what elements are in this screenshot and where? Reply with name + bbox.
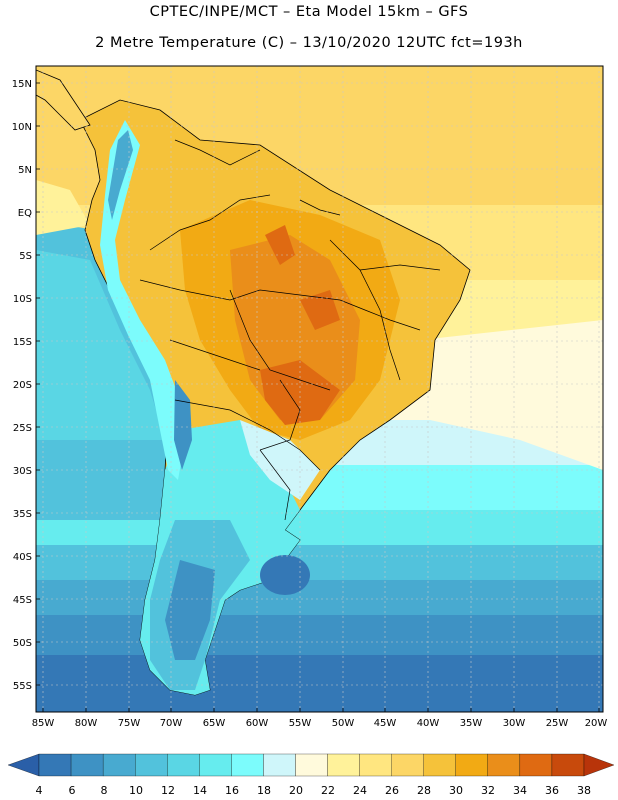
central-america-landmass [36,69,91,131]
scale-cell [327,753,360,777]
scale-label: 24 [353,784,367,797]
scale-arrow-low [7,753,40,777]
lat-label: 20S [13,380,32,391]
lon-label: 25W [546,718,569,729]
scale-label: 36 [545,784,559,797]
country-borders [139,139,441,521]
scale-cell [391,753,424,777]
scale-label: 30 [449,784,463,797]
scale-label: 32 [481,784,495,797]
scale-label: 20 [289,784,303,797]
scale-label: 18 [257,784,271,797]
lon-label: 60W [246,718,269,729]
lon-label: 80W [75,718,98,729]
lon-label: 75W [118,718,141,729]
scale-cell [102,753,136,777]
lon-label: 20W [585,718,608,729]
pacific-equatorial-warm [36,180,90,235]
color-scale: 4 6 8 10 12 14 16 18 20 22 24 26 28 30 3… [7,753,615,797]
lon-label: 50W [332,718,355,729]
lat-label: 5S [19,251,32,262]
scale-label: 14 [193,784,207,797]
andes-north-peaks [108,130,133,220]
scale-label: 22 [321,784,335,797]
lon-label: 55W [289,718,312,729]
scale-cell [487,753,521,777]
lat-label: 10S [13,294,32,305]
scale-label: 34 [513,784,527,797]
lat-label: 35S [13,509,32,520]
ocean-band-12-14 [36,545,603,585]
lon-label: 65W [203,718,226,729]
scale-label: 4 [36,784,43,797]
scale-cell [70,753,104,777]
lat-label: 30S [13,466,32,477]
scale-cell [551,753,585,777]
scale-label: 16 [225,784,239,797]
lat-label: 15S [13,337,32,348]
scale-label: 38 [577,784,591,797]
chart-title-line-1: CPTEC/INPE/MCT – Eta Model 15km – GFS [149,4,469,20]
scale-cell [135,753,168,777]
lon-label: 70W [160,718,183,729]
scale-label: 28 [417,784,431,797]
scale-cell [167,753,200,777]
patagonia-coldest-region [165,560,215,660]
lat-label: 15N [12,79,32,90]
scale-cell [423,753,456,777]
lon-label: 45W [374,718,397,729]
lat-label: 10N [12,122,32,133]
chart-title-line-2: 2 Metre Temperature (C) – 13/10/2020 12U… [95,35,523,51]
scale-cell [455,753,488,777]
scale-arrow-high [583,753,615,777]
scale-label: 6 [69,784,76,797]
pampas-mild-region [240,420,320,500]
lat-label: 25S [13,423,32,434]
temperature-field [36,66,603,712]
scale-cell [199,753,232,777]
scale-cell [295,753,328,777]
lat-label: 55S [13,681,32,692]
lon-label: 35W [460,718,483,729]
lat-label: 50S [13,638,32,649]
axis-ticks [36,82,600,712]
latitude-labels: 15N 10N 5N EQ 5S 10S 15S 20S 25S 30S 35S… [12,79,32,692]
andes-cold-stripe [100,120,185,480]
scale-label: 8 [101,784,108,797]
map-frame [35,65,604,713]
pacific-mid-tongue [36,250,165,440]
lat-label: 5N [18,165,32,176]
scale-label: 10 [129,784,143,797]
scale-cell [231,753,264,777]
ocean-band-10-12 [36,580,603,620]
longitude-labels: 85W 80W 75W 70W 65W 60W 55W 50W 45W 40W … [32,718,608,729]
color-scale-labels: 4 6 8 10 12 14 16 18 20 22 24 26 28 30 3… [36,784,592,797]
lon-label: 40W [417,718,440,729]
lat-label: 40S [13,552,32,563]
scale-cell [359,753,392,777]
scale-cell [38,753,72,777]
scale-label: 12 [161,784,175,797]
lon-label: 30W [503,718,526,729]
ocean-band-8-10 [36,615,603,660]
atlantic-cold-eddy [260,555,310,595]
lon-label: 85W [32,718,55,729]
temperature-map: 15N 10N 5N EQ 5S 10S 15S 20S 25S 30S 35S… [12,65,608,729]
scale-cell [263,753,296,777]
scale-cell [519,753,553,777]
scale-label: 26 [385,784,399,797]
lat-label: 45S [13,595,32,606]
lat-label: EQ [18,208,32,219]
color-scale-cells [7,753,615,777]
ocean-band-6-8 [36,655,603,712]
hot-spot-mato-grosso [300,290,340,330]
